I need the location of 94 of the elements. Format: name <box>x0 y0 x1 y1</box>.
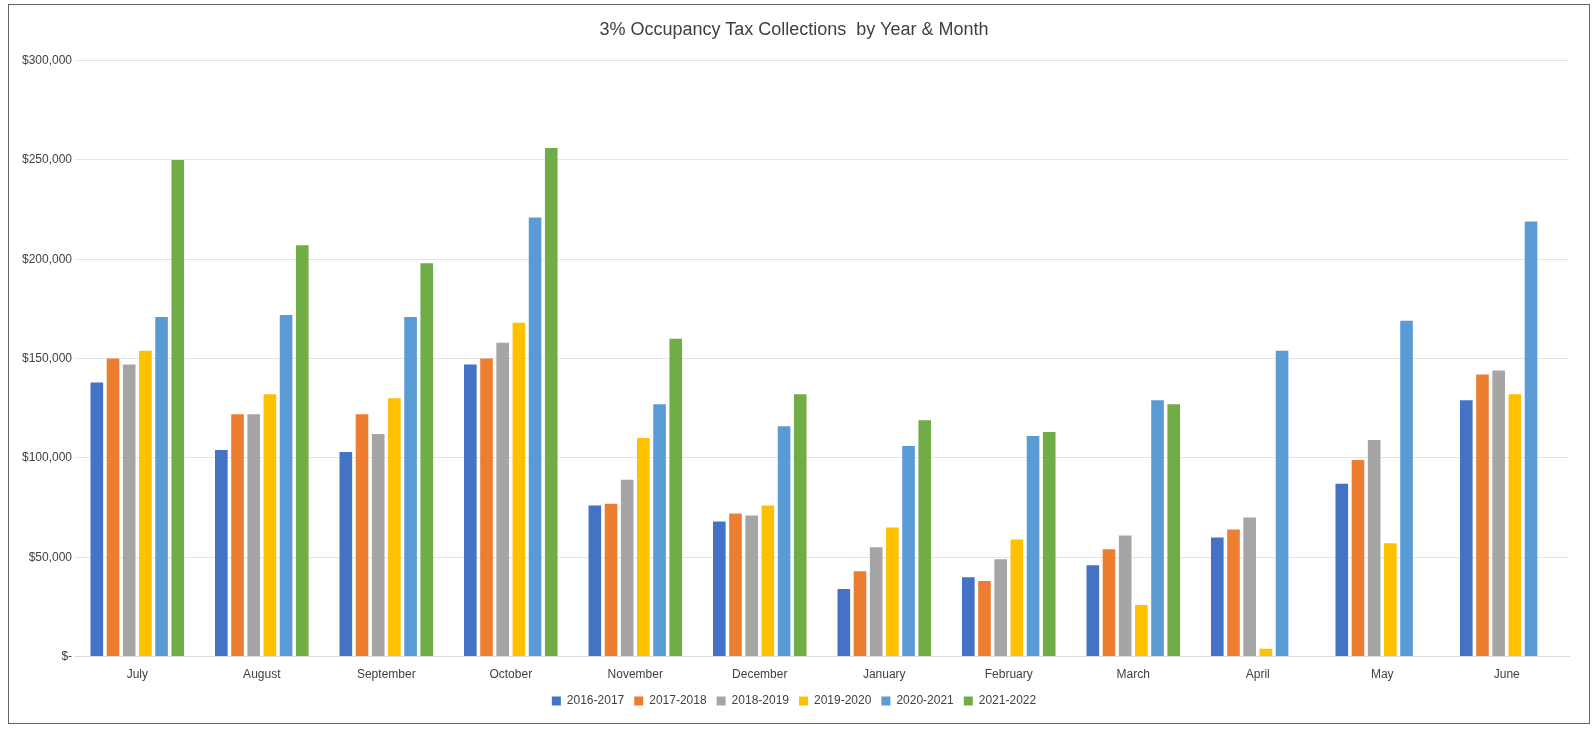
bar <box>247 414 261 657</box>
bar <box>1400 320 1413 657</box>
bar <box>106 358 120 657</box>
legend-label: 2019-2020 <box>814 693 872 708</box>
x-tick-label: September <box>356 667 416 682</box>
bar <box>263 394 277 657</box>
bar <box>1167 404 1181 657</box>
bar <box>420 263 434 657</box>
bar <box>1086 565 1100 657</box>
bar <box>404 316 417 657</box>
bar <box>339 451 353 657</box>
bar <box>1135 604 1148 657</box>
bar <box>279 314 293 657</box>
bar <box>480 358 493 657</box>
bar <box>777 426 791 657</box>
bar <box>388 398 401 657</box>
bar <box>1210 537 1224 657</box>
bar <box>853 571 867 657</box>
x-tick-label: May <box>1370 667 1394 682</box>
bar <box>1227 529 1240 657</box>
bar <box>355 414 369 657</box>
bar <box>1476 374 1489 657</box>
bar <box>902 446 915 657</box>
bar <box>90 382 104 657</box>
bar <box>122 364 136 657</box>
x-tick-label: March <box>1116 667 1150 682</box>
bar <box>496 342 510 657</box>
bar <box>793 394 807 657</box>
legend-label: 2020-2021 <box>896 693 955 708</box>
bar <box>1492 370 1505 657</box>
bar <box>588 505 602 657</box>
bar <box>1508 394 1522 657</box>
bar <box>1351 459 1365 657</box>
bar <box>604 503 618 657</box>
chart-title: 3% Occupancy Tax Collections by Year & Month <box>599 18 989 39</box>
x-tick-label: June <box>1493 667 1521 682</box>
bar <box>869 547 883 657</box>
bar <box>978 581 991 657</box>
bar <box>994 559 1007 657</box>
bar <box>464 364 477 657</box>
y-tick-label: $150,000 <box>21 350 73 365</box>
x-tick-label: July <box>126 667 148 682</box>
y-tick-label: $200,000 <box>21 251 73 266</box>
bar <box>544 148 558 657</box>
bar <box>886 527 899 657</box>
x-tick-label: August <box>243 667 282 682</box>
x-tick-label: November <box>607 667 663 682</box>
legend-label: 2021-2022 <box>978 693 1037 708</box>
x-tick-label: April <box>1245 667 1270 682</box>
legend-label: 2018-2019 <box>731 693 790 708</box>
bar <box>1243 517 1256 657</box>
bar <box>1335 483 1349 657</box>
bar <box>1275 350 1289 657</box>
bar <box>155 316 168 657</box>
bar <box>637 438 650 657</box>
bar <box>171 159 185 657</box>
x-tick-label: January <box>862 667 906 682</box>
bar <box>745 515 758 657</box>
y-tick-label: $250,000 <box>21 152 73 167</box>
bar <box>1026 436 1040 657</box>
bar <box>295 245 309 657</box>
bar <box>1151 400 1164 657</box>
bar <box>837 589 851 657</box>
bar <box>1010 539 1024 657</box>
bar <box>1384 543 1397 657</box>
bar <box>512 322 526 657</box>
y-tick-label: $50,000 <box>28 549 73 564</box>
bar <box>1042 432 1056 657</box>
y-tick-label: $100,000 <box>21 450 73 465</box>
bar <box>713 521 726 657</box>
x-tick-label: October <box>489 667 533 682</box>
bar <box>669 338 683 657</box>
bar <box>215 449 228 657</box>
legend-label: 2016-2017 <box>566 693 625 708</box>
bar <box>962 577 975 657</box>
y-tick-label: $300,000 <box>21 52 73 67</box>
bar <box>620 479 634 657</box>
bar <box>371 434 385 657</box>
bar <box>231 414 244 657</box>
bar <box>918 420 932 657</box>
y-tick-label: $- <box>61 648 73 663</box>
bar <box>1524 221 1538 657</box>
legend-label: 2017-2018 <box>649 693 707 708</box>
bar <box>729 513 742 657</box>
bar <box>139 350 152 657</box>
bar <box>1102 549 1116 657</box>
bar <box>1118 535 1132 657</box>
bar <box>653 404 666 657</box>
bar <box>1367 440 1381 657</box>
bar <box>761 505 775 657</box>
x-tick-label: February <box>984 667 1033 682</box>
bar <box>1459 400 1473 657</box>
x-tick-label: December <box>732 667 788 682</box>
bar <box>528 217 542 657</box>
